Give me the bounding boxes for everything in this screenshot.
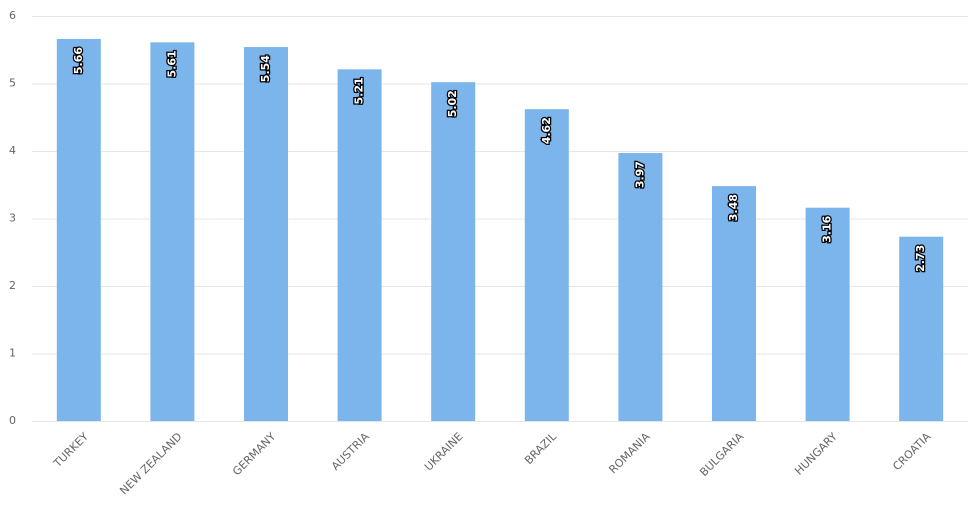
y-tick-label: 6	[9, 9, 16, 22]
bar	[618, 153, 663, 421]
data-label: 3.48	[727, 194, 740, 221]
y-tick-label: 5	[9, 77, 16, 90]
y-tick-label: 4	[9, 144, 16, 157]
y-tick-label: 3	[9, 212, 16, 225]
bar	[712, 186, 756, 421]
x-tick-label: BRAZIL	[522, 429, 560, 467]
x-tick-label: AUSTRIA	[329, 430, 372, 473]
y-tick-label: 1	[9, 347, 16, 360]
data-label: 5.21	[353, 77, 366, 104]
data-label: 5.54	[259, 55, 272, 82]
data-label: 3.97	[633, 161, 646, 188]
x-tick-label: GERMANY	[230, 430, 278, 478]
x-tick-label: TURKEY	[51, 430, 92, 471]
x-tick-label: CROATIA	[890, 430, 933, 473]
data-label: 5.66	[72, 47, 85, 74]
bar	[524, 109, 569, 422]
x-tick-label: ROMANIA	[606, 430, 653, 477]
bar	[805, 207, 850, 421]
x-tick-label: BULGARIA	[697, 430, 746, 479]
y-tick-label: 2	[9, 279, 16, 292]
bar	[244, 47, 288, 422]
bar	[899, 236, 944, 421]
bar	[150, 42, 195, 421]
data-label: 4.62	[540, 117, 553, 144]
bar	[431, 82, 476, 422]
bar	[337, 69, 382, 421]
x-tick-label: HUNGARY	[792, 430, 840, 478]
data-label: 3.16	[821, 215, 834, 242]
bar	[56, 38, 101, 421]
y-tick-label: 0	[9, 414, 16, 427]
data-label: 2.73	[914, 245, 927, 272]
x-tick-label: NEW ZEALAND	[117, 430, 184, 497]
data-label: 5.02	[446, 90, 459, 117]
data-label: 5.61	[165, 50, 178, 77]
x-tick-label: UKRAINE	[422, 430, 465, 473]
